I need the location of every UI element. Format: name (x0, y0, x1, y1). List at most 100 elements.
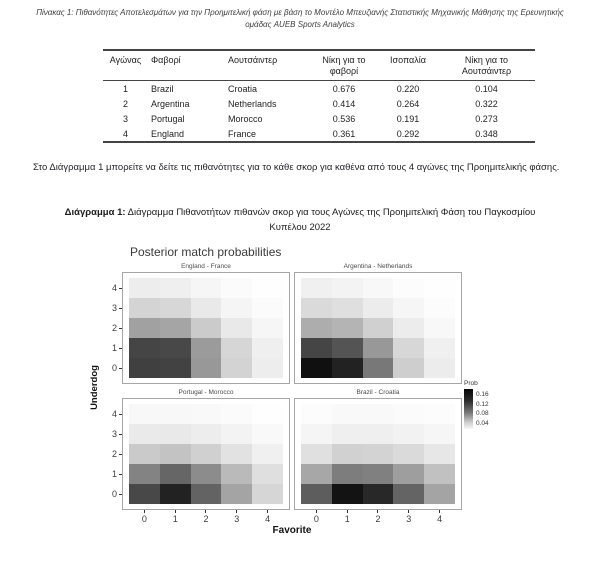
heatmap-cell (221, 444, 253, 464)
x-axis-ticks: 0 1 2 3 4 0 1 2 3 4 (122, 510, 462, 524)
table-row: 2 Argentina Netherlands 0.414 0.264 0.322 (103, 96, 535, 111)
heatmap-cell (221, 318, 253, 338)
heatmap-cell (301, 444, 332, 464)
facet-panel: England - France (122, 262, 290, 384)
y-tick-mark (119, 307, 122, 309)
table-body: 1 Brazil Croatia 0.676 0.220 0.104 2 Argentina N… (103, 81, 535, 143)
x-tick-value: 4 (265, 514, 271, 524)
legend-tick-label: 0.12 (476, 400, 489, 408)
heatmap-cell (331, 318, 363, 338)
heatmap-cell (252, 424, 283, 444)
y-tick-value: 0 (111, 489, 117, 499)
y-tick-label: 3 (102, 424, 122, 444)
table-row: 4 England France 0.361 0.292 0.348 (103, 126, 535, 142)
heatmap-cell (424, 404, 455, 424)
heatmap-cell (221, 338, 253, 358)
x-tick-value: 2 (203, 514, 209, 524)
heatmap-cell (424, 484, 455, 504)
x-tick-label: 0 (129, 510, 160, 524)
heatmap-tiles (129, 404, 283, 504)
column-header: Φαβορί (151, 55, 181, 65)
y-tick-mark (119, 367, 122, 369)
y-tick-value: 3 (111, 429, 117, 439)
heatmap-cell (190, 444, 222, 464)
facet-title: Portugal - Morocco (178, 389, 234, 396)
heatmap-cell (221, 358, 253, 378)
x-tick-mark (408, 510, 410, 513)
heatmap-cell (159, 318, 191, 338)
legend-title: Prob (464, 380, 478, 387)
heatmap-cell (301, 424, 332, 444)
heatmap-cell (331, 404, 363, 424)
y-tick-label: 0 (102, 358, 122, 378)
facet-title: Brazil - Croatia (356, 389, 400, 396)
heatmap-cell (159, 404, 191, 424)
heatmap-panel (294, 272, 462, 384)
column-header: Αγώνας (109, 55, 142, 65)
y-axis-ticks: 4 3 2 1 0 (102, 262, 122, 384)
heatmap-cell (190, 404, 222, 424)
heatmap-cell (331, 424, 363, 444)
x-tick-value: 1 (172, 514, 178, 524)
x-tick-label: 2 (363, 510, 394, 524)
facet-row: 4 3 2 1 0 Portugal - Morocco Brazil - Croatia (102, 388, 462, 510)
y-tick-label: 4 (102, 278, 122, 298)
x-tick-mark (143, 510, 145, 513)
heatmap-cell (159, 278, 191, 298)
y-tick-value: 2 (111, 449, 117, 459)
y-tick-value: 3 (111, 303, 117, 313)
heatmap-panel (122, 398, 290, 510)
heatmap-cell (221, 404, 253, 424)
x-tick-mark (267, 510, 269, 513)
heatmap-cell (331, 444, 363, 464)
heatmap-cell (129, 464, 160, 484)
table-cell: 0.676 (332, 83, 356, 94)
heatmap-cell (252, 444, 283, 464)
heatmap-cell (159, 484, 191, 504)
heatmap-cell (362, 318, 394, 338)
facet-title: Argentina - Netherlands (343, 263, 413, 270)
table-cell: 0.292 (396, 128, 420, 139)
heatmap-cell (301, 338, 332, 358)
heatmap-cell (129, 404, 160, 424)
table-cell: 0.104 (475, 83, 498, 94)
heatmap-cell (190, 424, 222, 444)
x-tick-value: 3 (406, 514, 412, 524)
y-tick-mark (119, 493, 122, 495)
x-tick-label: 4 (252, 510, 283, 524)
heatmap-cell (159, 444, 191, 464)
y-tick-label: 2 (102, 318, 122, 338)
chart-body: Underdog 4 3 2 1 0 England - France Argentina … (89, 262, 510, 536)
table-cell: France (228, 128, 257, 139)
heatmap-tiles (129, 278, 283, 378)
facet-panel: Brazil - Croatia (294, 388, 462, 510)
heatmap-cell (301, 404, 332, 424)
heatmap-cell (424, 358, 455, 378)
y-tick-label: 4 (102, 404, 122, 424)
heatmap-cell (129, 278, 160, 298)
legend: Prob 0.16 0.12 0.08 0.04 (464, 380, 508, 429)
table-cell: Brazil (151, 83, 174, 94)
heatmap-cell (221, 424, 253, 444)
facet-title: England - France (181, 263, 231, 270)
heatmap-cell (252, 358, 283, 378)
table-row: 3 Portugal Morocco 0.536 0.191 0.273 (103, 111, 535, 126)
x-axis-tick-group: 0 1 2 3 4 (122, 510, 290, 524)
heatmap-cell (393, 484, 425, 504)
x-tick-mark (205, 510, 207, 513)
table-cell: 2 (122, 98, 128, 109)
heatmap-cell (252, 278, 283, 298)
heatmap-cell (424, 318, 455, 338)
heatmap-cell (331, 338, 363, 358)
heatmap-cell (252, 298, 283, 318)
heatmap-cell (331, 358, 363, 378)
figure-caption: Διάγραμμα 1: Διάγραμμα Πιθανοτήτων πιθαν… (50, 206, 550, 235)
heatmap-cell (393, 444, 425, 464)
heatmap-cell (159, 298, 191, 318)
column-header: Νίκη για το Αουτσάιντερ (461, 55, 512, 76)
x-tick-label: 1 (332, 510, 363, 524)
legend-tick-label: 0.16 (476, 391, 489, 398)
x-tick-value: 3 (234, 514, 240, 524)
heatmap-cell (424, 464, 455, 484)
heatmap-cell (424, 424, 455, 444)
